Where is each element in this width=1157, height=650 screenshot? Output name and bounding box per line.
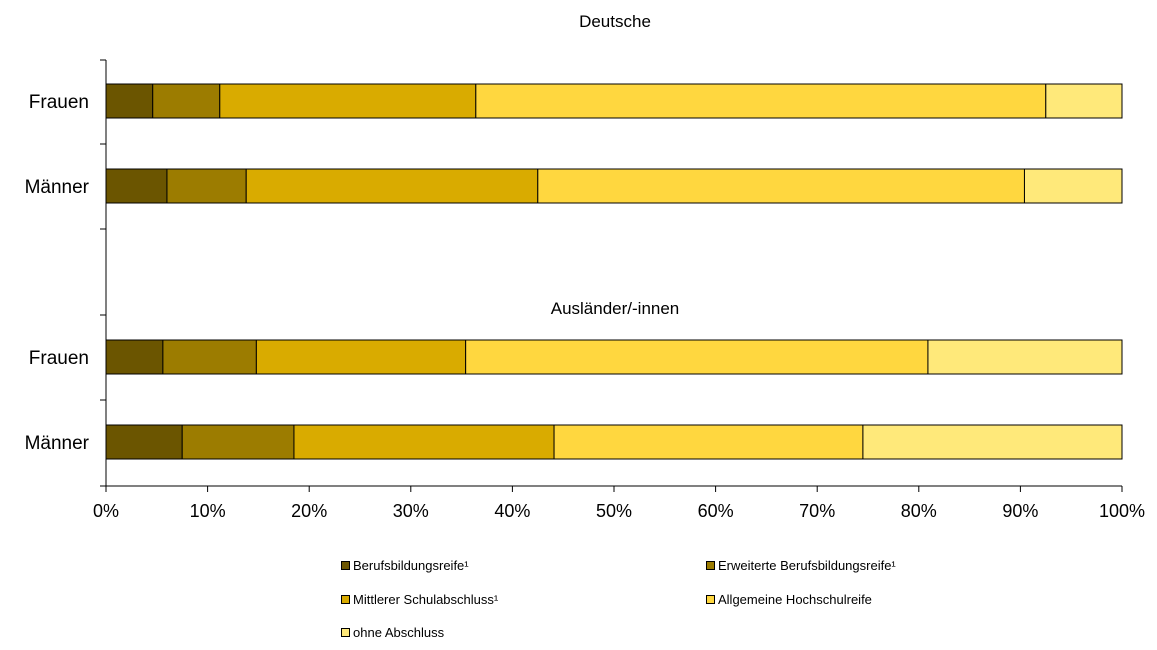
x-tick-label-10: 100%	[1099, 501, 1145, 521]
bar-segment-1-4	[1023, 168, 1123, 204]
x-tick-label-0: 0%	[93, 501, 119, 521]
bar-segment-0-2	[219, 83, 477, 119]
group-title-0: Deutsche	[579, 12, 651, 31]
bar-segment-0-4	[1045, 83, 1123, 119]
bar-segment-1-3	[537, 168, 1025, 204]
bar-segment-1-1	[166, 168, 247, 204]
x-tick-label-4: 40%	[494, 501, 530, 521]
x-tick-label-1: 10%	[190, 501, 226, 521]
x-tick-label-6: 60%	[698, 501, 734, 521]
x-tick-label-5: 50%	[596, 501, 632, 521]
bar-segment-3-0	[105, 424, 183, 460]
chart-bars	[105, 83, 1123, 460]
chart-axes	[100, 59, 1123, 492]
bar-segment-1-0	[105, 168, 168, 204]
group-title-1: Ausländer/-innen	[551, 299, 680, 318]
x-tick-label-2: 20%	[291, 501, 327, 521]
x-tick-label-3: 30%	[393, 501, 429, 521]
bar-segment-0-1	[152, 83, 221, 119]
bar-segment-1-2	[245, 168, 539, 204]
bar-segment-2-1	[162, 339, 257, 375]
x-tick-label-7: 70%	[799, 501, 835, 521]
category-label-2: Frauen	[29, 348, 89, 369]
bar-segment-0-3	[475, 83, 1047, 119]
category-label-1: Männer	[25, 177, 90, 198]
category-label-3: Männer	[25, 433, 90, 454]
bar-segment-0-0	[105, 83, 154, 119]
bar-segment-2-4	[927, 339, 1123, 375]
bar-segment-3-1	[181, 424, 295, 460]
bar-segment-2-0	[105, 339, 164, 375]
bar-segment-2-2	[255, 339, 467, 375]
bar-segment-3-3	[553, 424, 864, 460]
bar-segment-2-3	[465, 339, 929, 375]
x-tick-label-9: 90%	[1002, 501, 1038, 521]
category-label-0: Frauen	[29, 92, 89, 113]
x-tick-label-8: 80%	[901, 501, 937, 521]
bar-segment-3-4	[862, 424, 1123, 460]
bar-segment-3-2	[293, 424, 555, 460]
chart-labels: 0% 10% 20% 30% 40% 50% 60% 70% 80% 90% 100% Deutsch…	[25, 12, 1145, 521]
